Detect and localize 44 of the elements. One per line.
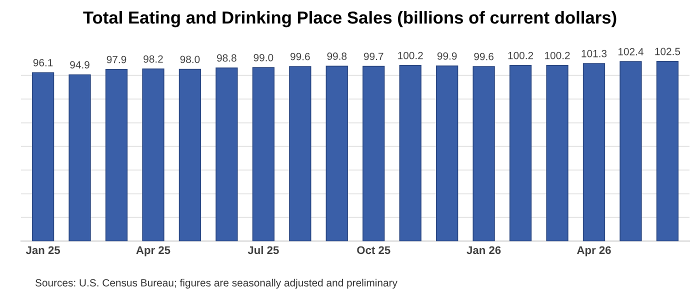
bar	[252, 67, 274, 242]
bar	[582, 63, 606, 242]
data-label: 100.2	[508, 52, 534, 60]
data-label: 100.2	[545, 52, 570, 60]
data-label: 97.9	[106, 56, 126, 64]
data-label: 94.9	[70, 61, 90, 69]
bar	[472, 66, 495, 242]
bar	[289, 66, 312, 242]
bar	[509, 65, 532, 242]
x-tick-label: Jan 26	[466, 246, 501, 254]
data-label: 102.4	[618, 48, 644, 56]
data-label: 99.6	[474, 52, 494, 60]
x-tick-label: Apr 26	[576, 246, 611, 256]
bar	[620, 61, 642, 242]
x-tick-label: Jul 25	[248, 246, 279, 254]
bar	[656, 60, 679, 242]
bar	[105, 69, 128, 242]
data-label: 98.8	[217, 54, 236, 62]
bar	[68, 74, 91, 242]
data-label: 99.0	[254, 54, 274, 62]
source-note: Sources: U.S. Census Bureau; figures are seasonally adjusted and preliminary	[35, 278, 398, 289]
data-label: 99.6	[290, 52, 310, 60]
data-label: 100.2	[398, 52, 423, 60]
data-label: 102.5	[655, 48, 680, 56]
bar	[216, 67, 238, 242]
data-label: 99.9	[437, 52, 457, 60]
chart-title: Total Eating and Drinking Place Sales (billions of current dollars)	[83, 10, 616, 28]
bar	[546, 65, 568, 242]
bar	[142, 68, 164, 242]
x-tick-label: Apr 25	[136, 246, 170, 256]
bar	[436, 66, 458, 242]
data-label: 99.8	[327, 52, 347, 60]
data-label: 99.7	[364, 52, 384, 60]
bar	[32, 72, 54, 242]
bar	[178, 68, 202, 242]
x-tick-label: Oct 25	[357, 246, 390, 254]
bar	[399, 65, 422, 242]
data-label: 98.2	[144, 55, 163, 63]
x-tick-label: Jan 25	[26, 246, 60, 254]
data-label: 98.0	[180, 56, 200, 64]
bar	[362, 66, 385, 242]
data-label: 96.1	[33, 59, 53, 66]
bar	[326, 66, 348, 242]
data-label: 101.3	[582, 50, 607, 58]
